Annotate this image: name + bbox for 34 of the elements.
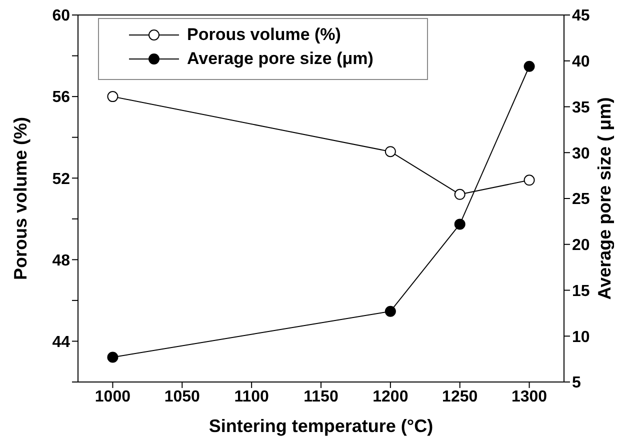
x-axis-title: Sintering temperature (°C) [208, 416, 434, 436]
point [384, 306, 396, 317]
x-tick-label: 1200 [372, 388, 408, 406]
y2-tick-label: 40 [572, 54, 590, 71]
y2-tick-label: 30 [572, 145, 590, 162]
x-tick-label: 1250 [442, 388, 478, 406]
y2-tick-label: 5 [572, 374, 581, 392]
point [454, 188, 466, 200]
y-tick-label: 48 [52, 252, 70, 270]
y2-tick-label: 45 [572, 8, 590, 25]
y-tick-label: 60 [52, 8, 70, 25]
legend-label: Porous volume (%) [187, 25, 341, 45]
y2-tick-label: 15 [572, 282, 590, 300]
x-tick-label: 1100 [234, 388, 270, 406]
point [524, 174, 535, 186]
point [107, 352, 118, 363]
y2-axis-title: Average pore size ( μm) [594, 97, 614, 300]
point [384, 146, 396, 158]
x-tick-label: 1000 [94, 388, 131, 406]
point [107, 91, 118, 102]
x-tick-label: 1150 [304, 388, 338, 406]
point [524, 60, 535, 72]
x-tick-label: 1050 [164, 388, 200, 406]
legend-label: Average pore size (μm) [187, 49, 374, 69]
y-tick-label: 44 [52, 334, 70, 351]
y2-tick-label: 25 [572, 191, 590, 208]
y2-tick-label: 10 [572, 328, 590, 346]
y-axis-title: Porous volume (%) [10, 116, 30, 280]
y2-tick-label: 20 [572, 237, 590, 254]
y-tick-label: 52 [52, 170, 70, 188]
point [454, 218, 466, 230]
y-tick-label: 56 [52, 89, 70, 106]
y2-tick-label: 35 [572, 99, 590, 116]
x-tick-label: 1300 [511, 388, 548, 406]
